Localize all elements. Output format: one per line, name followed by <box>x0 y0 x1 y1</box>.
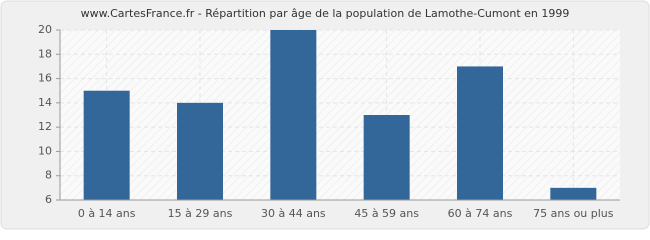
y-tick-label: 8 <box>45 169 52 182</box>
bar <box>457 66 503 200</box>
bar <box>177 102 223 200</box>
chart: www.CartesFrance.fr - Répartition par âg… <box>0 0 650 230</box>
y-tick-label: 20 <box>38 23 52 36</box>
page: {"chart_data": {"type": "bar", "title": … <box>0 0 650 230</box>
plot-area <box>60 30 620 200</box>
chart-title: www.CartesFrance.fr - Répartition par âg… <box>81 7 570 20</box>
bar <box>363 115 410 200</box>
x-tick-label: 60 à 74 ans <box>448 207 513 220</box>
y-tick-label: 14 <box>38 96 52 109</box>
bar <box>550 187 597 200</box>
bar <box>270 30 317 200</box>
y-tick-label: 6 <box>45 193 52 206</box>
x-tick-label: 0 à 14 ans <box>78 207 136 220</box>
y-tick-label: 16 <box>38 72 52 85</box>
bar <box>83 90 130 200</box>
x-tick-label: 75 ans ou plus <box>533 207 614 220</box>
y-tick-label: 18 <box>38 47 52 60</box>
x-tick-label: 45 à 59 ans <box>354 207 419 220</box>
x-tick-label: 15 à 29 ans <box>168 207 233 220</box>
x-tick-label: 30 à 44 ans <box>261 207 326 220</box>
y-tick-label: 12 <box>38 120 52 133</box>
y-tick-label: 10 <box>38 144 52 157</box>
